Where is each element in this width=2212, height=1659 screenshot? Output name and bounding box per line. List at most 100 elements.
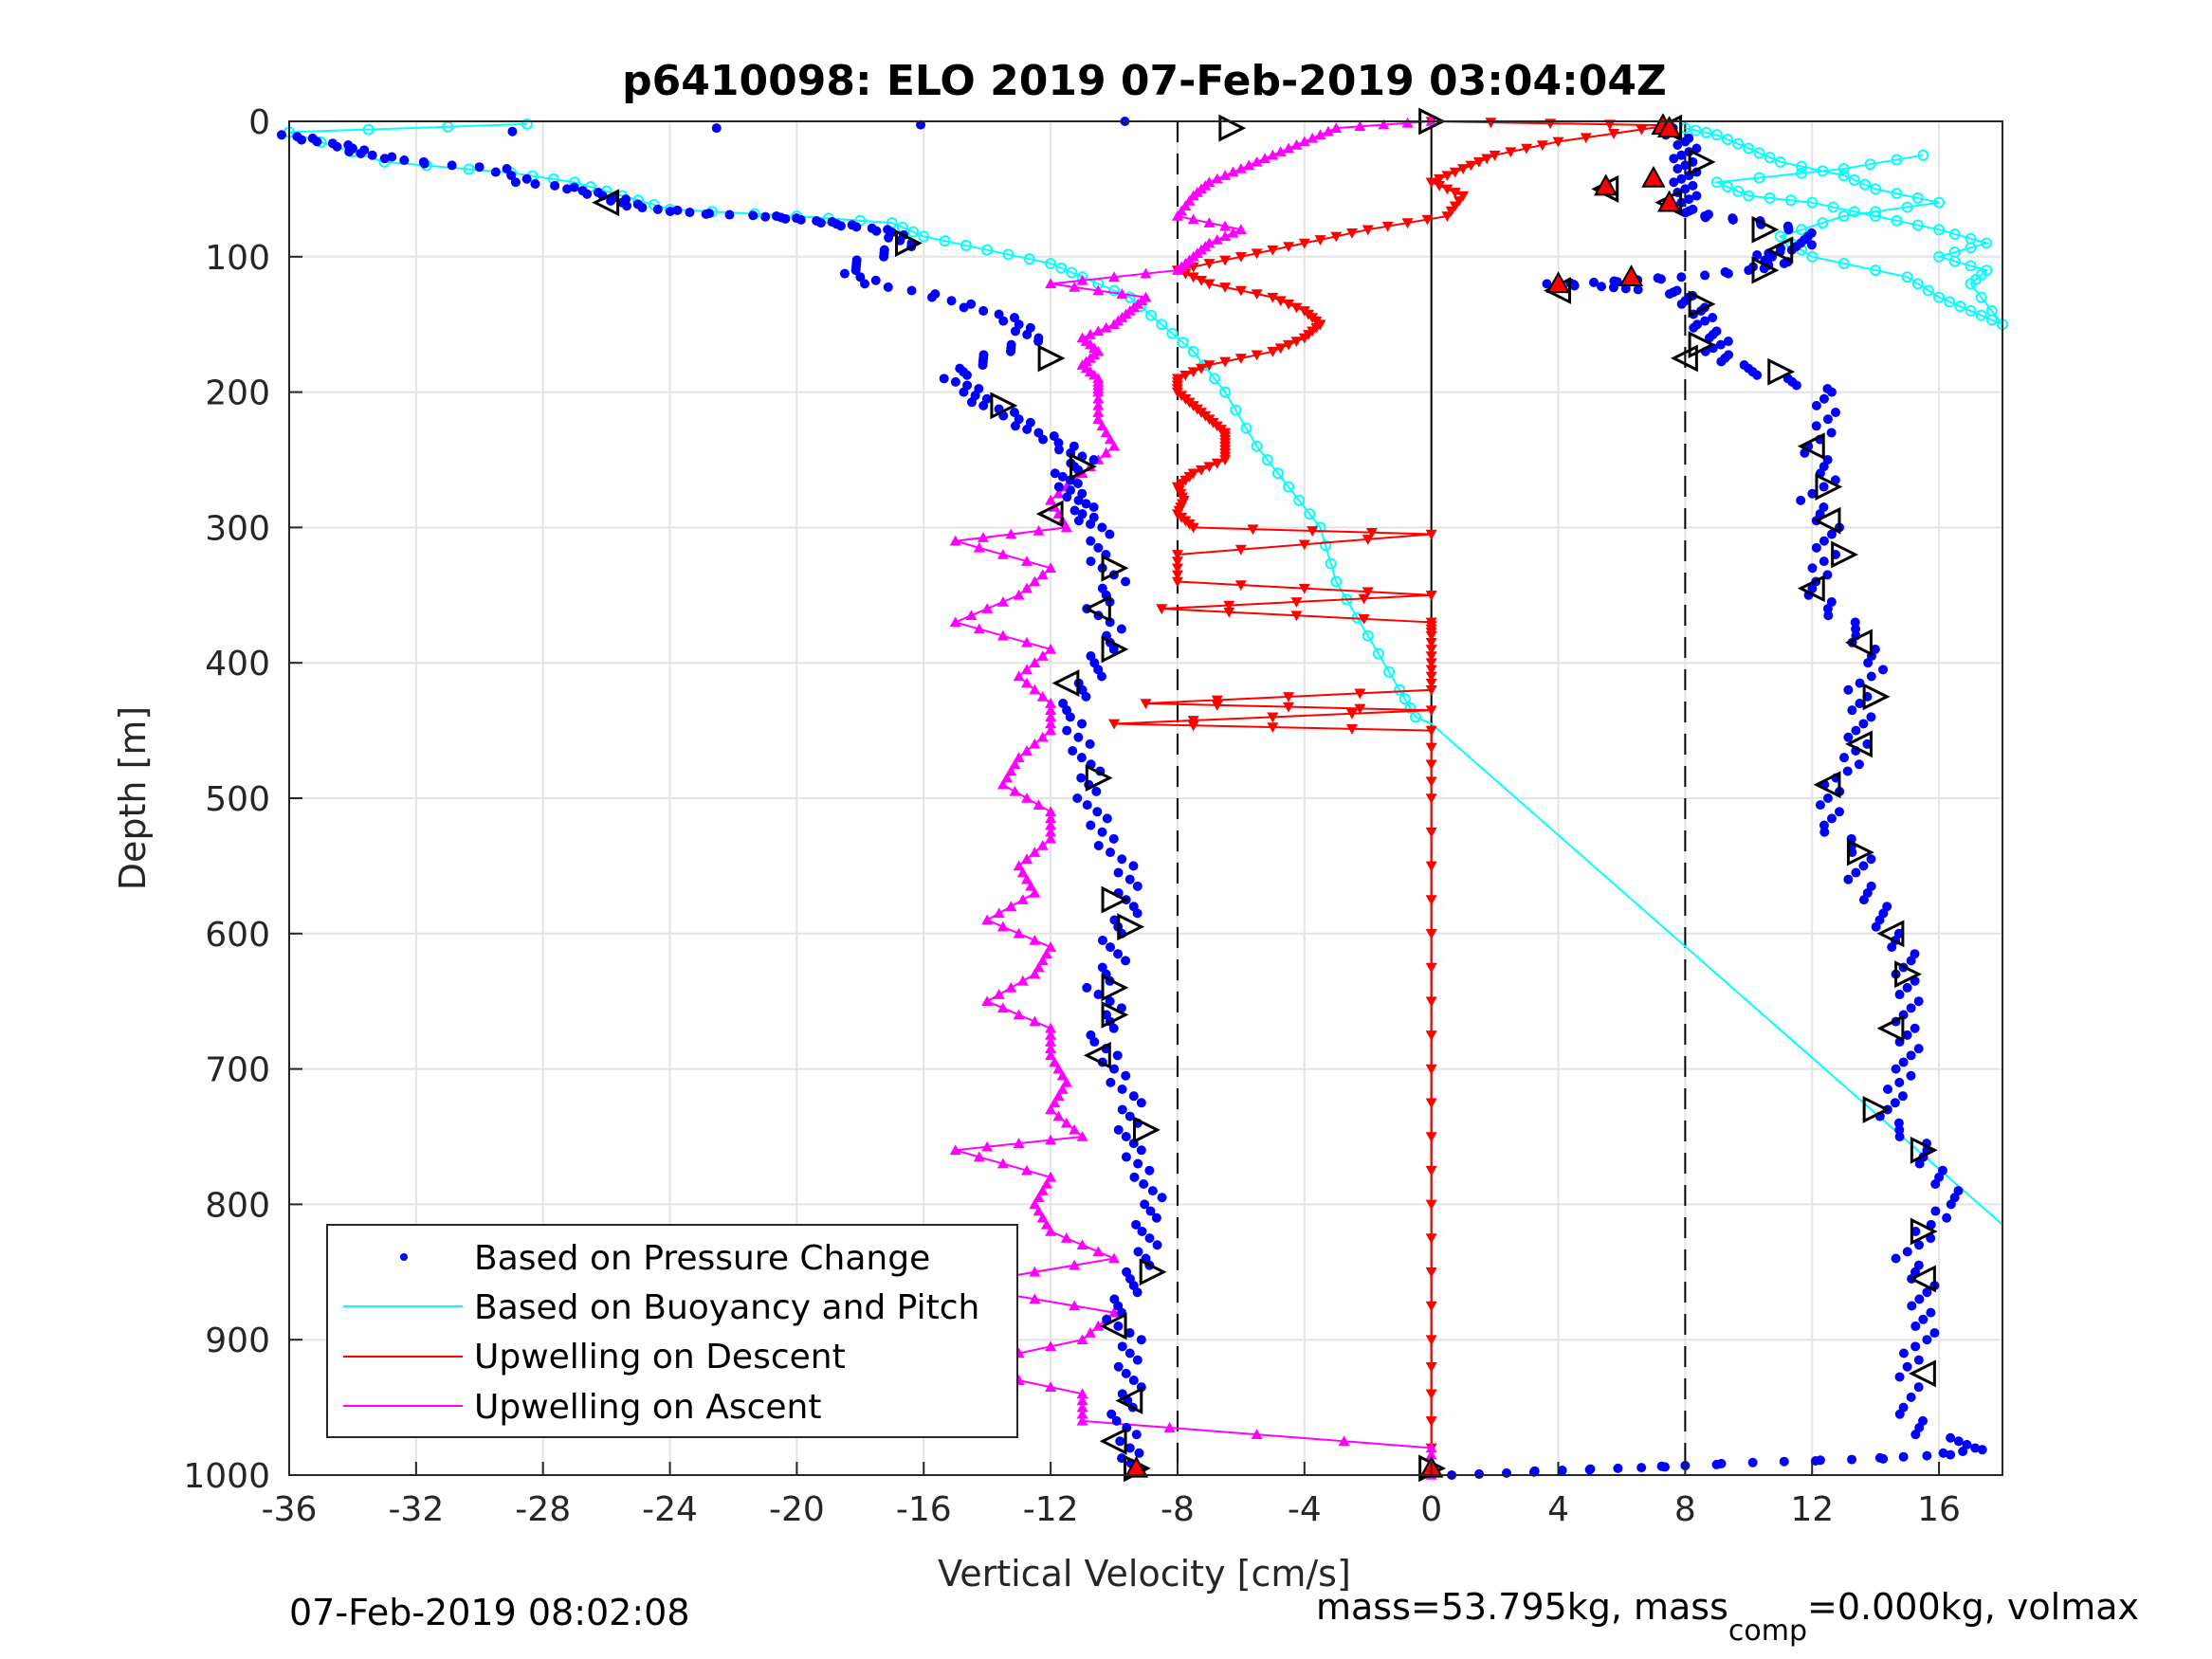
pressure-descent-point (1089, 1037, 1100, 1048)
pressure-ascent-point (1823, 611, 1834, 621)
upwelling-ascent-point (1076, 1414, 1088, 1426)
upwelling-descent-point (1267, 245, 1279, 256)
buoyancy-point (1796, 224, 1808, 236)
pressure-ascent-point (1796, 495, 1806, 505)
pressure-ascent-point (1672, 285, 1682, 296)
pressure-ascent-point (1819, 482, 1829, 492)
pressure-ascent-point (1910, 1321, 1921, 1331)
buoyancy-point (1743, 142, 1755, 155)
pressure-descent-point (1081, 691, 1091, 702)
upwelling-ascent-point (993, 907, 1005, 919)
buoyancy-point (1166, 327, 1179, 339)
upwelling-descent-point (1290, 302, 1303, 314)
red-triangle-marker (1641, 165, 1666, 188)
footer-mass-part-a: mass=53.795kg, mass (1316, 1586, 1728, 1628)
upwelling-ascent-point (1069, 281, 1081, 292)
pressure-descent-point (1124, 1328, 1135, 1339)
upwelling-ascent-point (1016, 866, 1029, 878)
upwelling-ascent-point (1045, 941, 1057, 952)
pressure-ascent-point (1883, 1085, 1893, 1095)
pressure-descent-point (748, 210, 759, 221)
pressure-descent-point (950, 376, 960, 387)
buoyancy-point (1045, 257, 1057, 269)
buoyancy-point (1933, 196, 1946, 209)
upwelling-ascent-point (1425, 1449, 1437, 1460)
upwelling-descent-point (1251, 289, 1263, 301)
upwelling-ascent-point (978, 532, 990, 542)
upwelling-ascent-point (1338, 1435, 1350, 1447)
pressure-ascent-point (1851, 624, 1861, 634)
upwelling-descent-point (1425, 1030, 1437, 1041)
upwelling-descent-point (1298, 333, 1310, 344)
red-triangle-marker (1656, 190, 1682, 212)
buoyancy-point (1066, 266, 1078, 279)
pressure-descent-point (978, 400, 989, 410)
upwelling-ascent-point (1171, 264, 1183, 275)
upwelling-descent-point (1274, 343, 1287, 355)
upwelling-descent-point (1425, 962, 1437, 974)
pressure-ascent-point (1906, 1070, 1916, 1081)
upwelling-ascent-point (1016, 975, 1029, 986)
pressure-ascent-point (1898, 1451, 1909, 1462)
upwelling-descent-point (1425, 630, 1437, 642)
pressure-descent-point (1022, 424, 1033, 434)
pressure-ascent-point (1819, 393, 1829, 404)
pressure-descent-point (1097, 935, 1107, 945)
upwelling-descent-point (1234, 252, 1247, 263)
upwelling-ascent-point (1283, 142, 1295, 154)
pressure-descent-point (978, 305, 989, 316)
pressure-descent-point (367, 150, 377, 160)
upwelling-descent-point (1219, 255, 1232, 266)
upwelling-descent-point (1425, 742, 1437, 754)
pressure-ascent-point (1898, 1057, 1909, 1067)
upwelling-ascent-point (1033, 524, 1045, 536)
upwelling-descent-point (1346, 708, 1359, 720)
upwelling-ascent-point (1076, 1401, 1088, 1413)
buoyancy-point (1230, 404, 1242, 416)
pressure-ascent-point (1897, 1091, 1908, 1102)
buoyancy-point (1108, 284, 1121, 297)
buoyancy-point (1187, 345, 1199, 357)
upwelling-ascent-point (1029, 968, 1041, 979)
pressure-descent-point (1137, 1226, 1147, 1236)
pressure-ascent-point (1826, 428, 1837, 438)
pressure-ascent-point (1922, 1287, 1932, 1298)
pressure-descent-point (780, 213, 791, 224)
pressure-descent-point (332, 141, 342, 152)
upwelling-ascent-point (1021, 1164, 1033, 1176)
upwelling-ascent-point (1052, 1110, 1065, 1121)
upwelling-ascent-point (996, 548, 1009, 559)
pressure-descent-point (1133, 1158, 1143, 1169)
pressure-ascent-point (1907, 1301, 1917, 1311)
pressure-descent-point (1086, 519, 1096, 529)
upwelling-ascent-point (1076, 1388, 1088, 1399)
upwelling-ascent-point (973, 541, 985, 553)
pressure-ascent-point (1716, 1458, 1727, 1468)
buoyancy-point (1806, 250, 1819, 263)
pressure-descent-point (1124, 874, 1135, 884)
upwelling-ascent-point (1045, 819, 1057, 830)
pressure-ascent-point (1529, 1466, 1540, 1476)
upwelling-descent-point (1247, 524, 1259, 536)
pressure-descent-point (839, 268, 850, 279)
pressure-ascent-point (1822, 384, 1833, 394)
pressure-descent-point (870, 275, 881, 285)
upwelling-ascent-point (1243, 159, 1255, 171)
upwelling-descent-point (1171, 570, 1183, 581)
pressure-descent-point (1108, 1023, 1119, 1033)
buoyancy-point (1753, 172, 1765, 184)
pressure-ascent-point (1835, 807, 1845, 817)
y-tick-label: 100 (205, 239, 270, 278)
buoyancy-point (1891, 188, 1903, 200)
buoyancy-point (1732, 137, 1745, 150)
upwelling-descent-point (1171, 563, 1183, 574)
x-tick-label: -20 (769, 1490, 825, 1529)
pressure-ascent-point (1752, 250, 1763, 261)
pressure-ascent-point (1691, 143, 1702, 154)
upwelling-descent-point (1441, 184, 1453, 195)
pressure-ascent-point (1855, 678, 1865, 688)
upwelling-descent-point (1187, 367, 1199, 378)
buoyancy-point (1372, 647, 1384, 660)
upwelling-descent-point (1283, 702, 1295, 713)
pressure-descent-point (1010, 421, 1020, 431)
